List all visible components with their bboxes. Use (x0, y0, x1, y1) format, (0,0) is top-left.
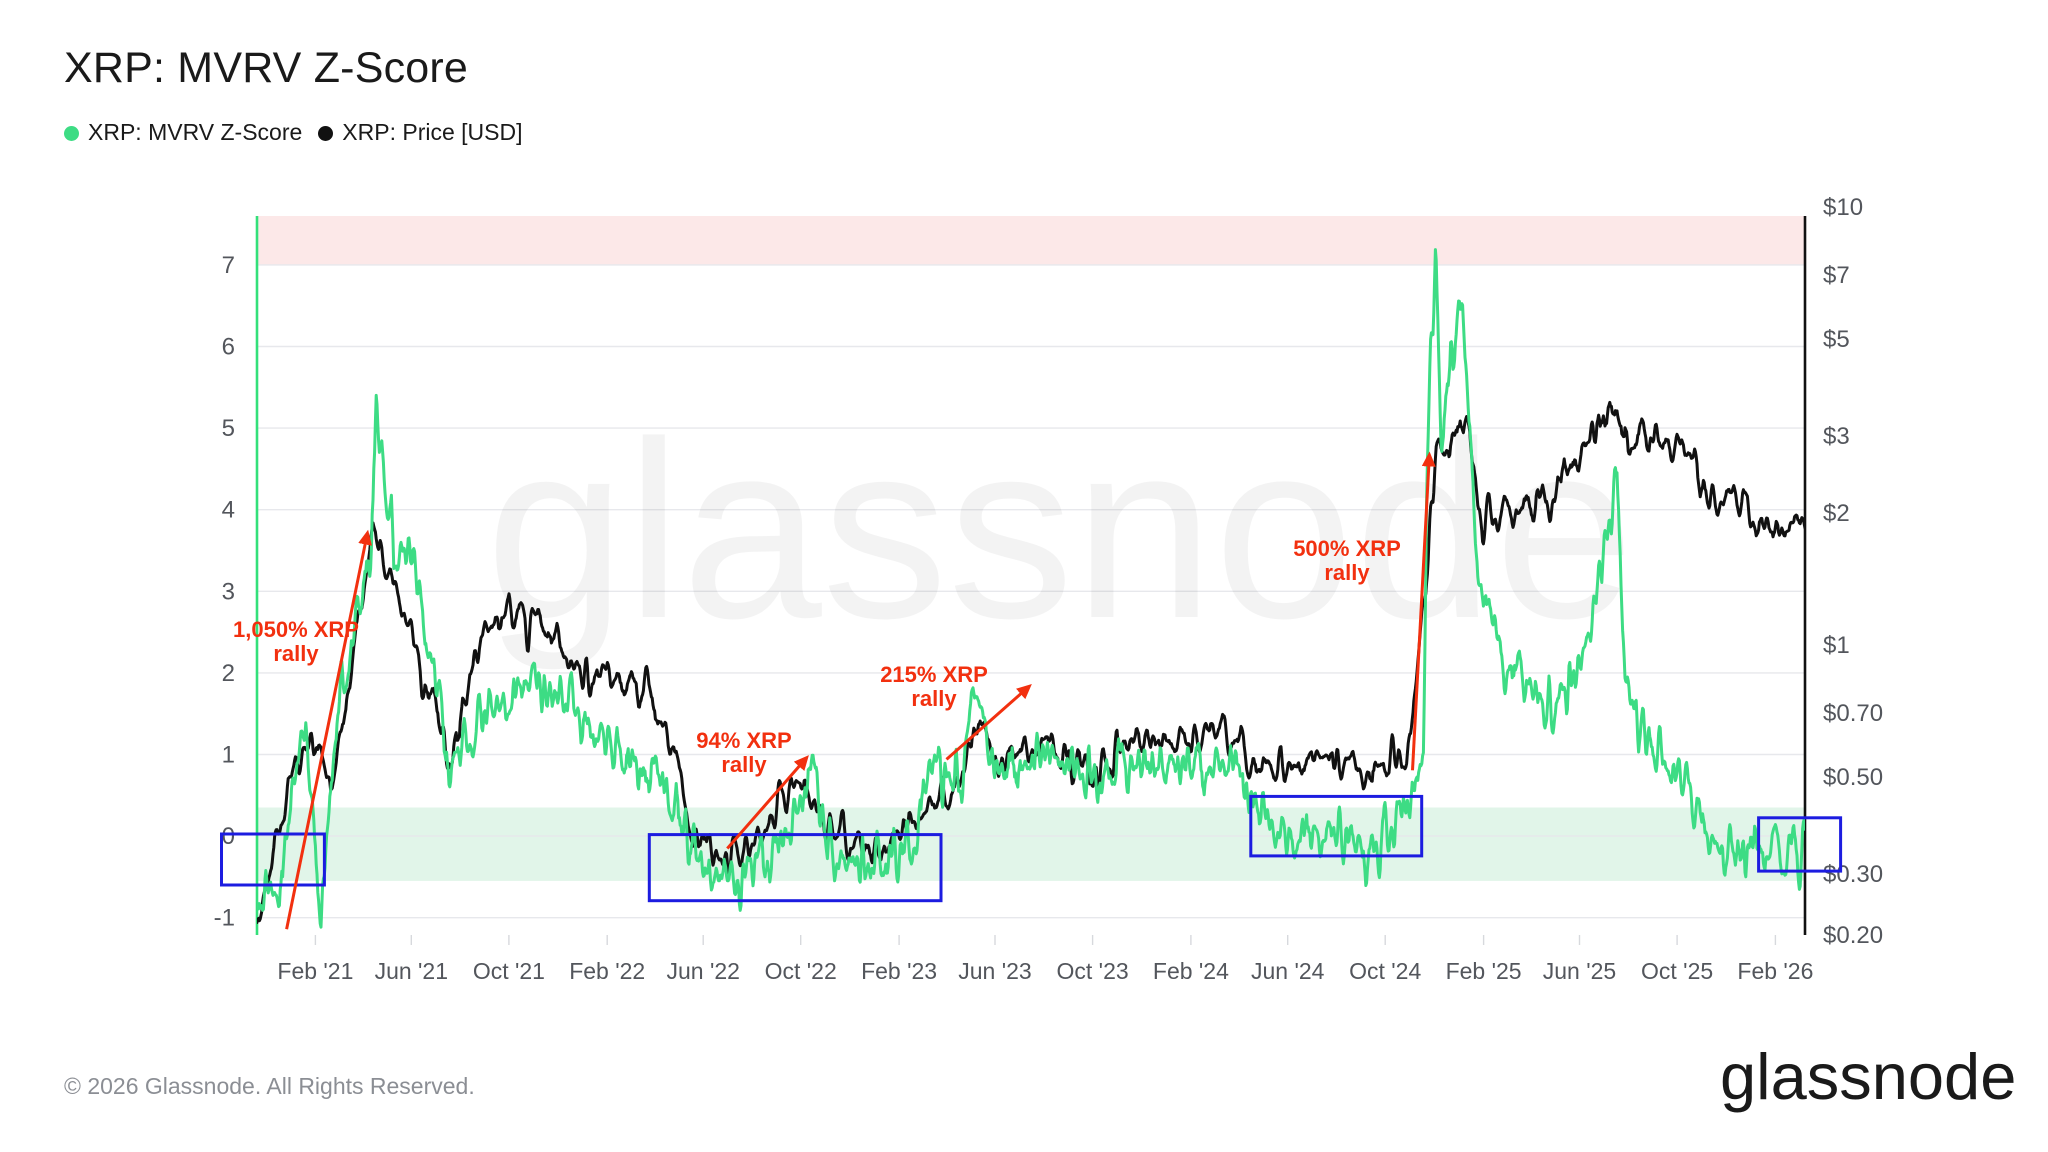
svg-text:7: 7 (222, 252, 235, 279)
svg-text:Feb '25: Feb '25 (1446, 958, 1522, 984)
svg-text:0: 0 (222, 823, 235, 850)
svg-text:Oct '25: Oct '25 (1641, 958, 1713, 984)
svg-text:$0.30: $0.30 (1823, 861, 1883, 888)
svg-text:$1: $1 (1823, 632, 1850, 659)
svg-text:$5: $5 (1823, 326, 1850, 353)
svg-text:Oct '22: Oct '22 (765, 958, 837, 984)
svg-text:6: 6 (222, 334, 235, 361)
svg-text:glassnode: glassnode (1720, 1047, 2016, 1113)
svg-text:Oct '24: Oct '24 (1349, 958, 1421, 984)
svg-text:rally: rally (911, 686, 957, 711)
svg-text:215% XRP: 215% XRP (880, 662, 988, 687)
svg-text:3: 3 (222, 578, 235, 605)
svg-text:5: 5 (222, 415, 235, 442)
svg-text:1,050% XRP: 1,050% XRP (233, 617, 359, 642)
svg-text:$0.50: $0.50 (1823, 764, 1883, 791)
svg-text:1: 1 (222, 742, 235, 769)
svg-text:4: 4 (222, 497, 235, 524)
svg-text:$0.20: $0.20 (1823, 922, 1883, 949)
svg-text:500% XRP: 500% XRP (1293, 536, 1401, 561)
svg-text:Jun '23: Jun '23 (958, 958, 1031, 984)
svg-text:2: 2 (222, 660, 235, 687)
svg-text:Feb '26: Feb '26 (1737, 958, 1813, 984)
svg-text:94% XRP: 94% XRP (696, 728, 791, 753)
svg-text:$7: $7 (1823, 262, 1850, 289)
svg-text:Jun '22: Jun '22 (666, 958, 739, 984)
svg-text:Jun '24: Jun '24 (1251, 958, 1325, 984)
svg-text:Feb '23: Feb '23 (861, 958, 937, 984)
svg-text:$10: $10 (1823, 194, 1863, 221)
svg-text:Feb '21: Feb '21 (277, 958, 353, 984)
svg-text:rally: rally (721, 752, 767, 777)
svg-text:Jun '21: Jun '21 (375, 958, 448, 984)
svg-text:$0.70: $0.70 (1823, 700, 1883, 727)
svg-text:-1: -1 (214, 905, 235, 932)
svg-text:Jun '25: Jun '25 (1543, 958, 1616, 984)
svg-text:$3: $3 (1823, 423, 1850, 450)
svg-text:Oct '21: Oct '21 (473, 958, 545, 984)
svg-text:rally: rally (273, 641, 319, 666)
svg-text:Oct '23: Oct '23 (1057, 958, 1129, 984)
svg-text:Feb '22: Feb '22 (569, 958, 645, 984)
svg-text:Feb '24: Feb '24 (1153, 958, 1229, 984)
svg-text:$2: $2 (1823, 500, 1850, 527)
svg-text:rally: rally (1324, 560, 1370, 585)
